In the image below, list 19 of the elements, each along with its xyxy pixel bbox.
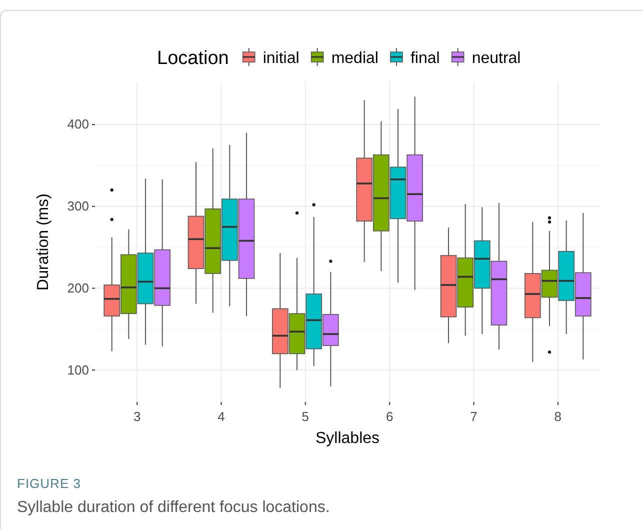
y-tick-label: 200 — [67, 280, 89, 296]
x-tick-label: 3 — [133, 409, 141, 424]
x-tick-label: 4 — [218, 409, 225, 424]
x-axis-title: Syllables — [315, 430, 380, 447]
y-axis-title: Duration (ms) — [35, 194, 52, 290]
legend-label: neutral — [472, 50, 521, 67]
legend-title: Location — [157, 48, 229, 69]
x-tick-label: 5 — [302, 409, 310, 424]
x-tick-label: 8 — [554, 409, 562, 424]
caption: FIGURE 3 — [17, 476, 81, 491]
x-tick-label: 6 — [386, 409, 394, 424]
legend-label: medial — [331, 50, 378, 67]
x-tick-label: 7 — [470, 409, 478, 424]
text: Syllable duration of different focus locations. — [17, 499, 330, 516]
y-tick-label: 400 — [67, 116, 89, 132]
y-tick-label: 300 — [67, 198, 89, 214]
legend-label: initial — [262, 50, 300, 67]
y-tick-label: 100 — [67, 362, 89, 378]
legend-label: final — [410, 50, 440, 67]
